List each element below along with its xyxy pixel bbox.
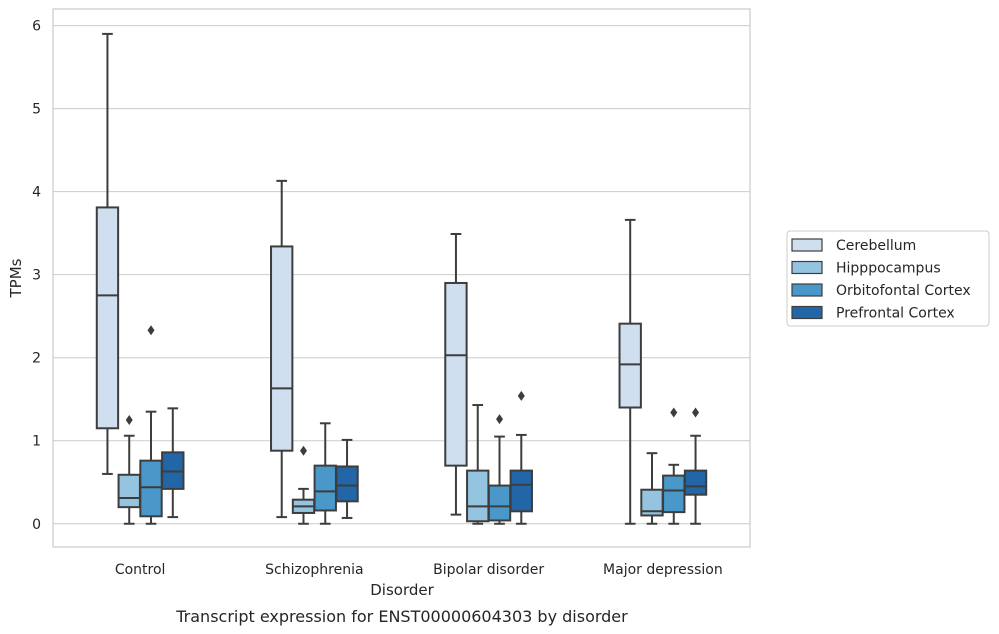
box-prefrontal-cortex [509,390,533,525]
legend-label: Cerebellum [836,238,916,254]
box-iqr [444,281,468,467]
outlier-point [125,414,133,425]
outlier-point [517,390,525,401]
x-tick-label: Control [115,562,166,578]
box-cerebellum [444,232,468,516]
x-tick-label: Schizophrenia [265,562,363,578]
box-cerebellum [270,179,294,519]
box-iqr [466,469,490,523]
box-iqr [683,469,708,496]
legend-label: Prefrontal Cortex [836,306,955,322]
box-iqr [270,245,294,452]
box-orbitofontal-cortex [487,414,512,525]
chart-caption: Transcript expression for ENST0000060430… [175,607,628,626]
box-iqr [487,484,512,522]
outlier-point [496,414,504,425]
box-hipppocampus [117,414,141,525]
y-tick-label: 2 [32,351,41,367]
box-iqr [313,464,337,512]
y-axis-label: TPMs [7,258,25,298]
box-prefrontal-cortex [335,438,359,519]
x-tick-labels: Control Schizophrenia Bipolar disorder Majo… [115,562,723,578]
legend-label: Orbitofontal Cortex [836,283,971,299]
box-hipppocampus [291,445,316,525]
y-tick-label: 5 [32,102,41,118]
legend-swatch [791,238,823,252]
box-orbitofontal-cortex [313,422,337,525]
y-tick-labels: 0 1 2 3 4 5 6 [32,19,41,533]
y-tick-label: 6 [32,19,41,35]
box-iqr [117,473,141,509]
x-tick-label: Major depression [603,562,723,578]
x-tick-label: Bipolar disorder [433,562,544,578]
box-groups [95,32,708,525]
box-hipppocampus [640,452,664,525]
outlier-point [670,407,678,418]
outlier-point [147,325,155,336]
box-prefrontal-cortex [161,407,185,519]
y-gridlines [53,25,750,525]
outlier-point [299,445,307,456]
box-cerebellum [618,218,642,525]
legend-swatch [791,260,823,275]
box-cerebellum [95,32,120,475]
x-axis-label: Disorder [370,581,434,599]
outlier-point [692,407,700,418]
box-orbitofontal-cortex [662,407,686,525]
box-iqr [335,465,359,503]
legend-swatch [791,283,823,297]
box-iqr [139,459,163,518]
legend-frame [786,230,990,327]
y-tick-label: 1 [32,434,41,450]
y-tick-label: 3 [32,268,41,284]
legend: Cerebellum Hipppocampus Orbitofontal Corte… [786,230,990,327]
y-tick-label: 4 [32,185,41,201]
box-orbitofontal-cortex [139,325,163,525]
legend-swatch [791,305,823,320]
box-hipppocampus [466,404,490,525]
box-prefrontal-cortex [683,407,708,525]
box-iqr [662,474,686,514]
box-iqr [509,469,533,513]
box-iqr [95,206,120,430]
box-iqr [618,322,642,409]
legend-label: Hipppocampus [836,261,941,277]
plot-frame [52,8,751,548]
y-tick-label: 0 [32,517,41,533]
